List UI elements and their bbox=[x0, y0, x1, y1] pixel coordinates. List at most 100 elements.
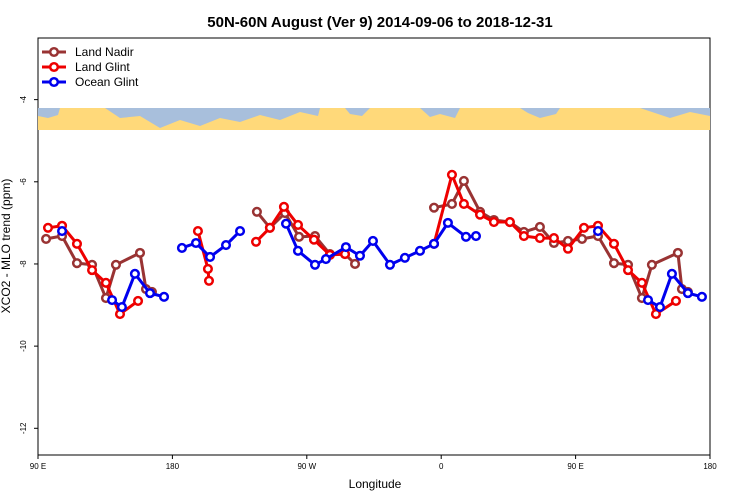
x-tick-label: 180 bbox=[166, 462, 180, 471]
data-point bbox=[458, 198, 469, 210]
data-point bbox=[192, 226, 203, 237]
legend-label: Land Nadir bbox=[75, 45, 134, 59]
data-point bbox=[220, 240, 232, 251]
data-point bbox=[534, 221, 545, 233]
data-point bbox=[309, 259, 321, 270]
data-point bbox=[367, 235, 379, 247]
series-line bbox=[45, 179, 689, 300]
data-point bbox=[696, 291, 707, 302]
x-tick-label: 90 E bbox=[567, 462, 583, 471]
data-point bbox=[682, 288, 693, 299]
data-point bbox=[280, 218, 292, 229]
data-point bbox=[234, 226, 246, 237]
x-axis-label: Longitude bbox=[349, 477, 402, 491]
data-point bbox=[87, 265, 98, 276]
data-point bbox=[622, 265, 634, 276]
data-point bbox=[264, 222, 275, 233]
data-point bbox=[71, 238, 83, 249]
data-point bbox=[308, 234, 320, 245]
legend-label: Ocean Glint bbox=[75, 75, 139, 89]
x-tick-label: 90 W bbox=[297, 462, 316, 471]
data-point bbox=[107, 295, 118, 306]
data-point bbox=[548, 233, 559, 244]
data-point bbox=[460, 231, 472, 242]
data-point bbox=[446, 198, 458, 210]
data-point bbox=[278, 201, 290, 212]
data-point bbox=[458, 175, 469, 187]
data-point bbox=[488, 217, 499, 228]
data-point bbox=[354, 250, 366, 261]
data-point bbox=[340, 242, 351, 253]
data-point bbox=[666, 268, 677, 279]
plot-frame bbox=[37, 37, 711, 456]
data-point bbox=[204, 251, 216, 263]
y-tick-label: -10 bbox=[19, 340, 28, 352]
plot-area bbox=[41, 169, 707, 320]
y-tick-label: -6 bbox=[19, 178, 28, 186]
data-point bbox=[504, 217, 515, 228]
data-point bbox=[442, 217, 453, 228]
map-band bbox=[38, 108, 710, 130]
chart-title: 50N-60N August (Ver 9) 2014-09-06 to 201… bbox=[207, 14, 552, 31]
data-point bbox=[576, 233, 588, 244]
data-point bbox=[100, 277, 111, 288]
data-point bbox=[176, 242, 188, 253]
legend-marker bbox=[48, 61, 60, 73]
data-point bbox=[116, 302, 127, 313]
legend-label: Land Glint bbox=[75, 60, 130, 74]
data-point bbox=[428, 202, 440, 213]
data-point bbox=[636, 277, 647, 288]
data-point bbox=[129, 268, 140, 279]
data-point bbox=[592, 226, 604, 237]
data-point bbox=[292, 245, 304, 256]
data-point bbox=[384, 259, 396, 270]
data-point bbox=[670, 295, 682, 306]
legend-marker bbox=[48, 46, 60, 58]
data-point bbox=[71, 258, 83, 269]
y-axis-label: XCO2 - MLO trend (ppm) bbox=[0, 179, 13, 314]
data-point bbox=[320, 253, 331, 265]
series-line bbox=[47, 173, 677, 316]
data-point bbox=[250, 236, 262, 247]
data-point bbox=[292, 219, 304, 230]
data-point bbox=[608, 238, 620, 249]
data-point bbox=[42, 222, 54, 233]
data-point bbox=[41, 233, 52, 244]
data-point bbox=[608, 258, 620, 269]
data-point bbox=[646, 259, 657, 270]
data-point bbox=[56, 226, 68, 237]
data-point bbox=[414, 245, 426, 256]
data-point bbox=[158, 291, 170, 302]
data-point bbox=[399, 252, 410, 263]
data-point bbox=[474, 209, 486, 220]
data-point bbox=[672, 247, 683, 258]
data-point bbox=[654, 302, 666, 313]
data-point bbox=[202, 263, 213, 274]
data-point bbox=[293, 231, 305, 242]
data-point bbox=[446, 169, 458, 180]
x-tick-label: 0 bbox=[439, 462, 444, 471]
x-tick-label: 90 E bbox=[30, 462, 46, 471]
data-point bbox=[642, 295, 654, 306]
data-point bbox=[144, 288, 156, 299]
data-point bbox=[578, 222, 590, 233]
data-point bbox=[203, 275, 215, 286]
y-tick-label: -12 bbox=[19, 422, 28, 434]
y-tick-label: -8 bbox=[19, 260, 28, 268]
data-point bbox=[562, 243, 574, 254]
y-tick-label: -4 bbox=[19, 96, 28, 104]
data-point bbox=[650, 309, 661, 320]
data-point bbox=[133, 295, 144, 306]
data-point bbox=[518, 230, 529, 242]
data-point bbox=[134, 247, 146, 258]
data-point bbox=[190, 237, 202, 249]
data-point bbox=[534, 233, 545, 244]
data-point bbox=[428, 238, 440, 249]
data-point bbox=[470, 230, 482, 242]
data-point bbox=[349, 258, 361, 270]
x-tick-label: 180 bbox=[703, 462, 717, 471]
data-point bbox=[110, 259, 122, 270]
legend-marker bbox=[48, 76, 60, 88]
